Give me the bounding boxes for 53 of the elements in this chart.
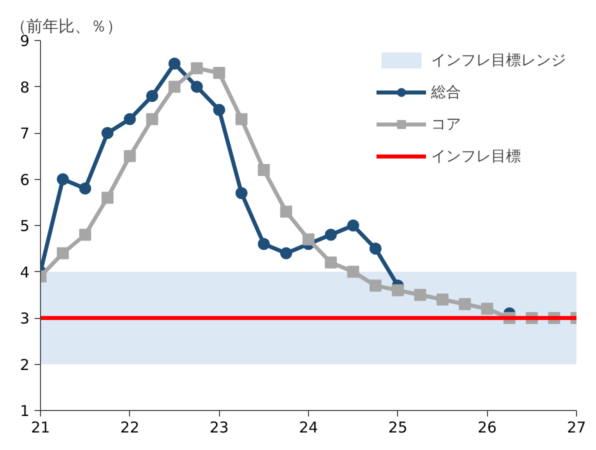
y-tick-label: 4 <box>20 263 30 282</box>
legend-label: コア <box>431 114 461 134</box>
point <box>146 113 158 126</box>
point <box>79 228 92 241</box>
point <box>414 288 426 301</box>
y-tick-label: 7 <box>20 124 30 142</box>
point <box>213 66 226 79</box>
point <box>146 90 158 102</box>
legend-label: インフレ目標 <box>431 146 521 166</box>
y-tick-label: 5 <box>20 217 30 235</box>
point <box>481 302 494 315</box>
point <box>280 247 292 260</box>
point <box>213 104 226 116</box>
x-tick-label: 26 <box>478 418 497 436</box>
legend-label: インフレ目標レンジ <box>431 50 566 70</box>
point <box>458 298 471 310</box>
point <box>280 206 292 218</box>
point <box>302 233 314 246</box>
point <box>258 238 270 250</box>
x-tick-label: 23 <box>210 418 229 436</box>
x-tick-label: 21 <box>30 418 50 436</box>
point <box>56 247 69 260</box>
point <box>56 173 69 186</box>
y-tick-label: 8 <box>20 78 30 96</box>
point <box>79 182 92 194</box>
point <box>102 127 114 139</box>
point <box>236 187 248 200</box>
y-tick-label: 1 <box>20 402 30 420</box>
x-tick-label: 27 <box>566 418 586 436</box>
point <box>324 256 337 268</box>
point <box>370 280 382 292</box>
x-tick-label: 24 <box>298 418 318 436</box>
point <box>258 164 270 176</box>
point <box>324 228 337 241</box>
point <box>236 113 248 126</box>
point <box>190 62 203 74</box>
y-tick-label: 3 <box>20 310 30 328</box>
point <box>168 58 180 70</box>
point <box>392 284 404 296</box>
point <box>190 80 203 93</box>
point <box>436 294 448 306</box>
point <box>168 80 180 93</box>
legend-label: 総合 <box>431 82 461 102</box>
point <box>370 242 382 255</box>
point <box>102 192 114 204</box>
x-tick-label: 25 <box>388 418 408 436</box>
y-tick-label: 6 <box>20 170 30 189</box>
point <box>124 150 136 162</box>
y-tick-label: 2 <box>20 356 30 374</box>
x-tick-label: 22 <box>120 418 140 436</box>
point <box>124 113 136 126</box>
point <box>347 266 360 278</box>
point <box>347 220 360 232</box>
